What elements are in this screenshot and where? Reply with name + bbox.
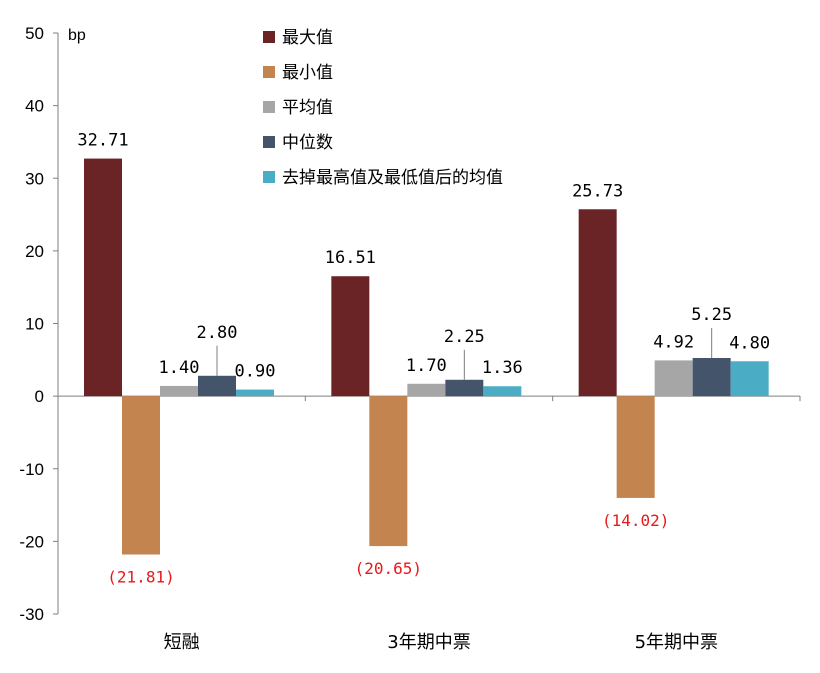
- bar: [160, 385, 198, 397]
- data-label: 16.51: [325, 248, 376, 268]
- legend-swatch: [263, 101, 275, 113]
- legend-swatch: [263, 136, 275, 148]
- bar: [654, 360, 693, 397]
- data-label: 2.25: [444, 327, 485, 347]
- data-label: 4.92: [653, 332, 694, 352]
- legend-label: 最小值: [282, 63, 333, 83]
- data-label: 0.90: [235, 362, 276, 382]
- bar: [730, 361, 769, 397]
- x-category-label: 短融: [164, 632, 200, 653]
- bar: [578, 209, 617, 397]
- x-category-label: 3年期中票: [387, 632, 470, 653]
- bar: [407, 383, 446, 397]
- y-tick-label: 50: [25, 24, 44, 43]
- data-label: 5.25: [691, 305, 732, 325]
- data-label: 1.70: [406, 356, 447, 376]
- bar: [84, 158, 122, 397]
- legend-label: 中位数: [282, 133, 333, 153]
- y-tick-label: 10: [25, 315, 44, 334]
- data-label: 25.73: [572, 181, 623, 201]
- y-tick-label: -20: [19, 532, 44, 551]
- y-tick-label: 40: [25, 97, 44, 116]
- bars: [84, 158, 769, 555]
- legend-swatch: [263, 31, 275, 43]
- data-label: (20.65): [355, 559, 422, 578]
- legend-label: 最大值: [282, 28, 333, 48]
- data-label: 1.40: [159, 358, 200, 378]
- y-tick-label: 30: [25, 169, 44, 188]
- bar: [236, 389, 274, 397]
- data-labels: 32.71 16.51 25.73 (21.81) (20.65) (14.02) 1.40…: [77, 131, 770, 587]
- bar: [445, 379, 484, 397]
- y-tick-label: 20: [25, 242, 44, 261]
- bar: [198, 375, 236, 397]
- y-tick-label: -10: [19, 460, 44, 479]
- data-label: (21.81): [107, 568, 174, 587]
- data-label: 32.71: [77, 131, 128, 151]
- y-axis-unit-label: bp: [68, 27, 86, 44]
- bar: [331, 276, 370, 397]
- legend-label: 去掉最高值及最低值后的均值: [282, 168, 503, 188]
- y-tick-label: 0: [35, 387, 44, 406]
- legend-label: 平均值: [282, 98, 333, 118]
- bar: [616, 396, 655, 498]
- data-label: (14.02): [602, 511, 669, 530]
- x-category-label: 5年期中票: [635, 632, 718, 653]
- bar: [122, 396, 160, 555]
- data-label: 1.36: [482, 358, 523, 378]
- bar: [369, 396, 408, 547]
- bar: [692, 357, 731, 397]
- data-label: 4.80: [729, 333, 770, 353]
- y-tick-label: -30: [19, 605, 44, 624]
- legend-swatch: [263, 171, 275, 183]
- bar: [483, 386, 522, 397]
- legend-swatch: [263, 66, 275, 78]
- data-label: 2.80: [197, 323, 238, 343]
